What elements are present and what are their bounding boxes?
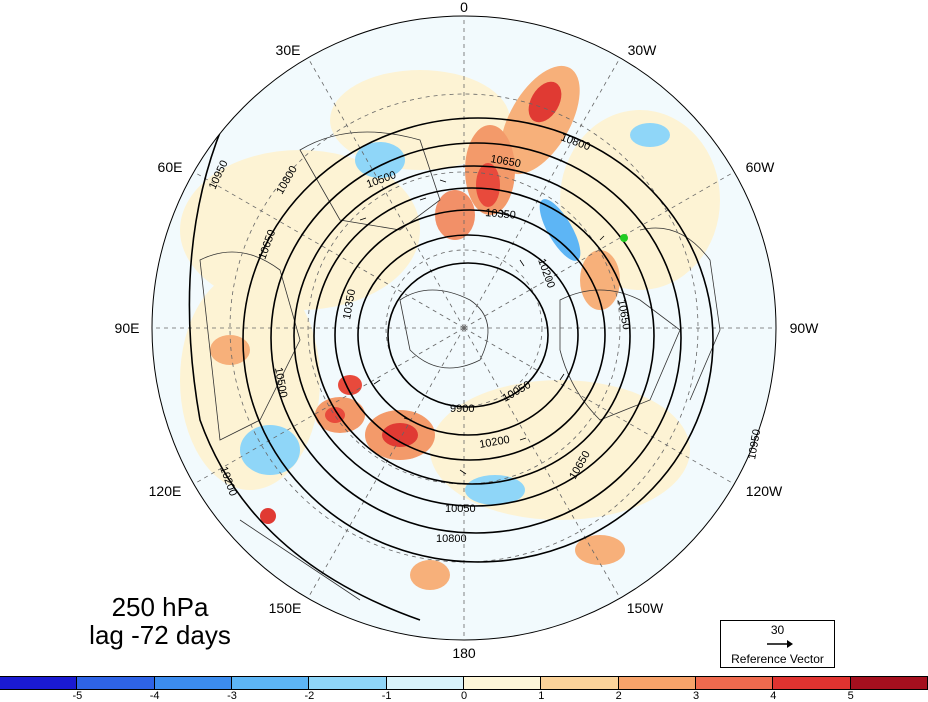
colorbar-tick-label: -2 <box>304 690 315 702</box>
colorbar-tick-label: -3 <box>227 690 237 702</box>
colorbar-tick-label: 2 <box>615 690 622 702</box>
plot-title-lag: lag -72 days <box>89 620 231 650</box>
colorbar-tick-label: -5 <box>72 690 83 702</box>
anomaly-field <box>180 65 720 590</box>
map-border <box>151 15 777 641</box>
contour-label: 10650 <box>615 298 632 330</box>
colorbar-segment <box>231 677 310 689</box>
coastlines <box>199 131 721 601</box>
colorbar-segment <box>695 677 774 689</box>
reference-arrow-icon <box>767 640 793 648</box>
contour-label: 10350 <box>485 207 517 222</box>
location-marker <box>620 234 628 242</box>
reference-vector-box: 30 Reference Vector <box>720 620 835 668</box>
colorbar-tick-label: 0 <box>460 690 468 702</box>
longitude-labels: 0 30W 60W 90W 120W 150W 180 150E 120E 90… <box>115 0 820 661</box>
colorbar <box>0 676 928 690</box>
colorbar-segment <box>618 677 696 689</box>
lon-label-0: 0 <box>460 0 468 15</box>
colorbar-segment <box>386 677 464 689</box>
lon-label-60w: 60W <box>746 159 776 175</box>
lon-label-90e: 90E <box>115 320 140 336</box>
colorbar-segment <box>850 677 928 689</box>
lon-label-90w: 90W <box>790 320 820 336</box>
colorbar-segment <box>541 677 619 689</box>
contour-label: 10050 <box>445 503 476 515</box>
contour-label: 10350 <box>341 288 358 320</box>
lon-label-150w: 150W <box>627 600 664 616</box>
lon-label-120w: 120W <box>746 483 783 499</box>
contour-label: 10200 <box>478 434 510 451</box>
contour-label: 10500 <box>272 366 289 398</box>
colorbar-segment <box>463 677 542 689</box>
contour-label: 9900 <box>450 403 474 415</box>
colorbar-segment <box>77 677 155 689</box>
wind-vectors <box>339 179 605 475</box>
height-contours <box>188 117 714 621</box>
lon-label-30e: 30E <box>276 42 301 58</box>
plot-title-level: 250 hPa <box>111 592 209 622</box>
colorbar-tick-label: 3 <box>692 690 700 702</box>
colorbar-tick-label: -1 <box>381 690 392 702</box>
lon-label-30w: 30W <box>628 42 658 58</box>
reference-vector-value: 30 <box>770 623 785 637</box>
colorbar-tick-label: 5 <box>847 690 854 702</box>
colorbar-tick-label: -4 <box>149 690 160 702</box>
colorbar-segment <box>0 677 78 689</box>
contour-label: 10650 <box>489 153 521 170</box>
lon-label-150e: 150E <box>269 600 302 616</box>
colorbar-segment <box>309 677 387 689</box>
contour-label: 10800 <box>436 533 467 545</box>
lon-label-180: 180 <box>452 645 476 661</box>
contour-label: 10950 <box>746 428 763 460</box>
colorbar-segment <box>154 677 232 689</box>
lon-label-120e: 120E <box>149 483 182 499</box>
reference-vector-label: Reference Vector <box>731 652 824 666</box>
colorbar-tick-label: 1 <box>538 690 545 702</box>
lon-label-60e: 60E <box>158 159 183 175</box>
colorbar-segment <box>773 677 851 689</box>
colorbar-tick-label: 4 <box>770 690 777 702</box>
